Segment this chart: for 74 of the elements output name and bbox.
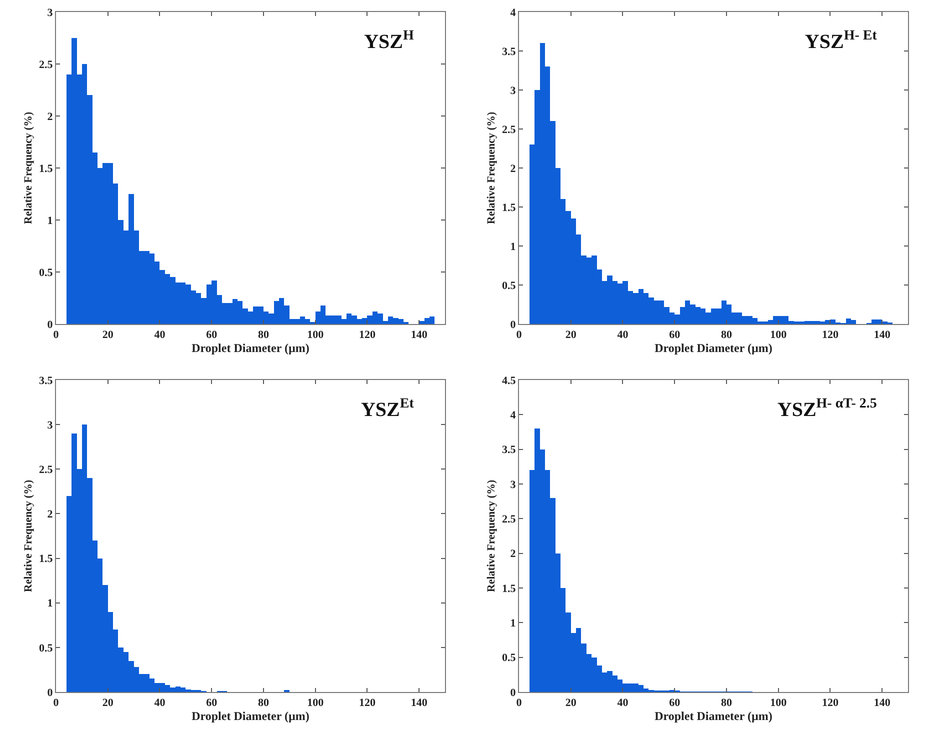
x-tick-label: 60 <box>669 329 681 342</box>
y-tick-label: 2 <box>510 162 516 175</box>
x-tick-label: 20 <box>565 697 577 710</box>
y-tick-label: 2 <box>510 548 516 560</box>
text: YSZ$^{H- αT- 2.5}$ <box>777 396 877 421</box>
y-tick-label: 1 <box>510 618 516 630</box>
y-tick-label: 0.5 <box>39 266 54 279</box>
y-tick-label: 1.5 <box>39 553 54 566</box>
x-tick-label: 80 <box>720 329 732 342</box>
y-tick-label: 4 <box>510 6 516 19</box>
y-tick-label: 3.5 <box>39 374 54 387</box>
y-tick-label: 2.5 <box>502 514 516 526</box>
y-tick-label: 3 <box>47 419 54 432</box>
text: YSZ$^{H}$ <box>364 28 414 53</box>
x-tick-label: 60 <box>206 697 218 710</box>
x-tick-label: 20 <box>102 697 114 710</box>
x-tick-label: 40 <box>154 329 166 342</box>
y-tick-label: 4.5 <box>502 374 516 387</box>
y-tick-label: 2.5 <box>39 464 54 476</box>
x-tick-label: 120 <box>358 329 376 342</box>
x-tick-label: 100 <box>770 329 788 342</box>
y-tick-label: 4 <box>510 410 516 422</box>
y-tick-label: 2 <box>47 508 54 521</box>
y-axis-title: Relative Frequency (%) <box>486 112 498 224</box>
y-tick-label: 2 <box>47 110 54 123</box>
x-tick-label: 80 <box>258 697 270 710</box>
x-axis-title: Droplet Diameter (µm) <box>192 709 310 724</box>
x-tick-label: 140 <box>874 697 891 710</box>
y-tick-label: 1 <box>47 214 53 227</box>
y-tick-label: 1 <box>47 598 53 610</box>
y-tick-label: 0.5 <box>39 642 54 654</box>
y-tick-label: 0 <box>510 686 516 699</box>
y-tick-label: 3.5 <box>502 444 516 456</box>
y-tick-label: 3 <box>47 6 54 19</box>
x-tick-label: 120 <box>358 697 376 710</box>
y-axis-title: Relative Frequency (%) <box>22 480 35 592</box>
x-tick-label: 140 <box>410 697 428 710</box>
y-tick-label: 0 <box>47 686 54 699</box>
y-tick-label: 2.5 <box>502 124 516 136</box>
y-tick-label: 0.5 <box>502 652 516 664</box>
y-tick-label: 3 <box>510 84 516 97</box>
y-tick-label: 3 <box>510 478 516 491</box>
y-axis-title: Relative Frequency (%) <box>486 480 498 592</box>
x-axis-title: Droplet Diameter (µm) <box>192 341 310 356</box>
x-tick-label: 40 <box>617 697 629 710</box>
x-tick-label: 60 <box>669 697 681 710</box>
text: YSZ$^{H- Et}$ <box>804 28 878 53</box>
x-tick-label: 120 <box>822 329 839 342</box>
x-axis-title: Droplet Diameter (µm) <box>654 341 772 356</box>
x-tick-label: 140 <box>410 329 428 342</box>
y-tick-label: 0 <box>47 318 54 331</box>
y-tick-label: 0 <box>510 318 516 331</box>
y-tick-label: 2.5 <box>39 58 54 71</box>
x-tick-label: 100 <box>307 697 324 710</box>
x-axis-title: Droplet Diameter (µm) <box>654 709 772 724</box>
x-tick-label: 40 <box>154 697 166 710</box>
x-tick-label: 100 <box>770 697 788 710</box>
x-tick-label: 80 <box>258 329 270 342</box>
x-tick-label: 60 <box>206 329 218 342</box>
y-tick-label: 1.5 <box>502 582 516 595</box>
x-tick-label: 140 <box>874 329 891 342</box>
text: YSZ$^{Et}$ <box>360 396 414 421</box>
y-tick-label: 3.5 <box>502 46 516 58</box>
y-tick-label: 1.5 <box>39 162 54 175</box>
y-tick-label: 1 <box>510 240 516 253</box>
y-tick-label: 1.5 <box>502 202 516 214</box>
x-tick-label: 40 <box>617 329 629 342</box>
x-tick-label: 100 <box>307 329 324 342</box>
x-tick-label: 120 <box>822 697 839 710</box>
x-tick-label: 80 <box>720 697 732 710</box>
y-tick-label: 0.5 <box>502 280 516 292</box>
x-tick-label: 20 <box>102 329 114 342</box>
x-tick-label: 20 <box>565 329 577 342</box>
y-axis-title: Relative Frequency (%) <box>22 112 35 224</box>
